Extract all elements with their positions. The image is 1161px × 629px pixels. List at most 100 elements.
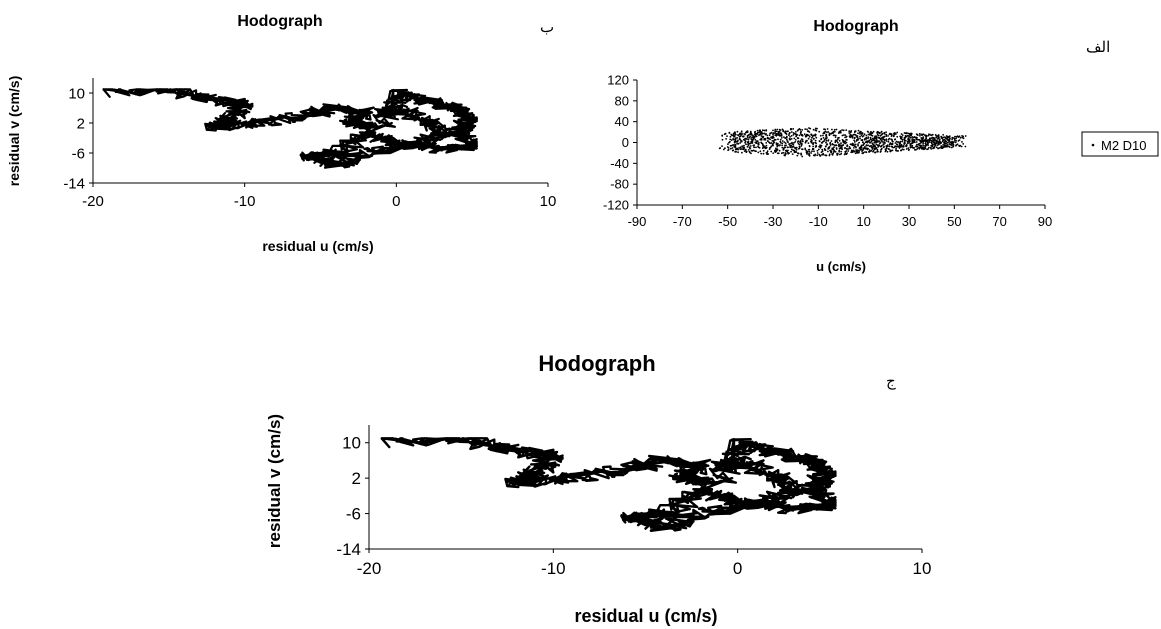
data-point xyxy=(765,133,768,135)
data-point xyxy=(320,157,324,161)
data-point xyxy=(319,164,322,167)
data-point xyxy=(673,525,677,528)
data-point xyxy=(455,110,459,113)
data-point xyxy=(765,142,768,144)
data-point xyxy=(822,153,825,156)
data-point xyxy=(228,112,231,116)
data-point xyxy=(726,135,728,138)
data-point xyxy=(351,124,354,127)
data-point xyxy=(725,466,728,469)
data-point xyxy=(958,139,961,142)
data-point xyxy=(766,477,769,480)
data-point xyxy=(773,474,776,477)
data-point xyxy=(327,164,330,167)
data-point xyxy=(371,126,374,129)
data-point xyxy=(421,437,424,440)
data-point xyxy=(498,446,501,449)
data-point xyxy=(895,145,897,148)
data-point xyxy=(392,111,395,114)
data-point xyxy=(861,139,864,142)
y-tick-label: -120 xyxy=(603,198,629,213)
data-point xyxy=(703,462,706,465)
data-point xyxy=(825,135,828,138)
data-point xyxy=(357,153,360,156)
data-point xyxy=(710,488,713,491)
data-point xyxy=(826,143,828,146)
data-point xyxy=(729,138,732,141)
data-point xyxy=(823,140,825,143)
data-point xyxy=(738,438,741,441)
data-point xyxy=(657,508,660,511)
data-point xyxy=(747,501,750,504)
data-point xyxy=(832,151,835,153)
data-point xyxy=(425,437,428,440)
data-point xyxy=(777,469,780,472)
data-point xyxy=(683,479,686,482)
data-point xyxy=(801,129,804,131)
data-point xyxy=(178,88,181,91)
data-point xyxy=(240,99,243,102)
data-point xyxy=(228,126,231,129)
data-point xyxy=(828,465,831,468)
data-point xyxy=(413,146,416,149)
data-point xyxy=(869,142,871,144)
data-point xyxy=(740,134,742,136)
data-point xyxy=(792,127,795,130)
data-point xyxy=(892,134,895,137)
data-point xyxy=(860,146,863,149)
data-point xyxy=(814,462,817,465)
data-point xyxy=(779,497,782,500)
data-point xyxy=(827,131,830,133)
data-point xyxy=(673,529,677,532)
data-point xyxy=(732,461,736,464)
data-point xyxy=(901,140,904,143)
data-point xyxy=(947,139,950,142)
data-point xyxy=(664,517,667,520)
data-point xyxy=(825,493,828,497)
data-point xyxy=(594,468,597,471)
data-point xyxy=(834,134,837,137)
data-point xyxy=(870,132,872,135)
data-point xyxy=(838,145,840,148)
data-point xyxy=(838,143,840,146)
data-point xyxy=(226,124,230,127)
data-point xyxy=(812,145,814,148)
data-point xyxy=(829,144,832,147)
data-point xyxy=(620,463,623,466)
data-point xyxy=(764,147,767,150)
data-point xyxy=(237,126,240,129)
x-tick-label: 70 xyxy=(992,214,1006,229)
data-point xyxy=(661,457,664,460)
data-point xyxy=(386,105,389,108)
data-point xyxy=(683,466,686,469)
data-point xyxy=(304,117,307,120)
hodograph-chart-b: Hodograph 102-6-14 -20 -10 0 10 residual v … xyxy=(6,13,556,254)
data-point xyxy=(731,468,734,471)
data-point xyxy=(655,456,658,459)
data-point xyxy=(874,135,877,138)
data-point xyxy=(831,148,834,151)
data-point xyxy=(853,147,855,149)
data-point xyxy=(902,148,905,151)
data-point xyxy=(791,509,795,512)
data-point xyxy=(800,133,802,136)
data-point xyxy=(460,123,463,126)
data-point xyxy=(737,142,740,145)
data-point xyxy=(427,146,430,149)
data-point xyxy=(419,442,422,446)
data-point xyxy=(557,480,560,483)
data-point xyxy=(707,515,710,518)
data-point xyxy=(664,461,667,464)
data-point xyxy=(659,519,662,522)
data-point xyxy=(425,119,428,122)
data-point xyxy=(830,140,833,142)
data-point xyxy=(869,136,872,139)
data-point xyxy=(692,471,695,474)
data-point xyxy=(817,472,820,475)
data-point xyxy=(849,133,852,136)
data-point xyxy=(937,147,939,150)
data-point xyxy=(662,525,665,528)
data-point xyxy=(775,132,778,135)
data-point xyxy=(468,126,471,129)
data-point xyxy=(418,98,421,101)
